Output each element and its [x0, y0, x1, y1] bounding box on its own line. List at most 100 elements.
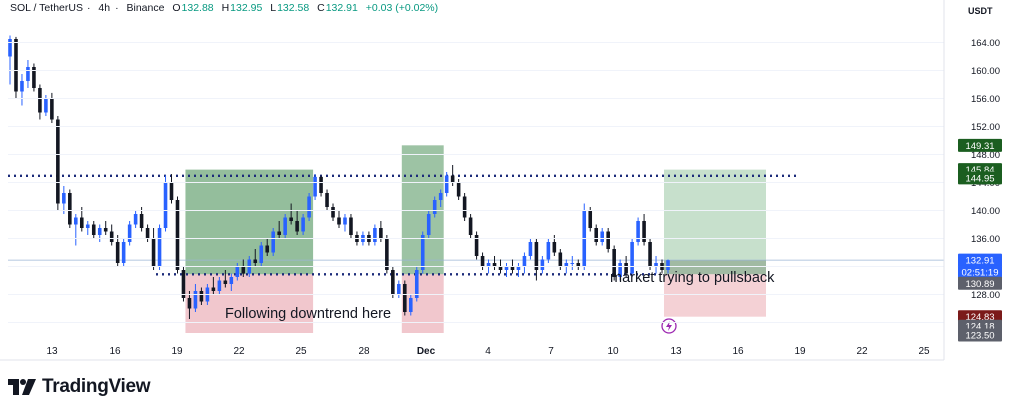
symbol-name[interactable]: SOL / TetherUS — [10, 2, 83, 14]
current-long-profit-zone — [664, 169, 766, 261]
time-tick-label: 13 — [46, 346, 58, 357]
high-value: 132.95 — [230, 2, 263, 14]
time-tick-label: 7 — [548, 346, 554, 357]
price-tick-label: 152.00 — [971, 122, 1000, 133]
candle-body — [600, 231, 604, 242]
candle-body — [570, 263, 575, 264]
candle-body — [301, 217, 305, 232]
price-badge-target: 149.31 — [965, 141, 994, 152]
price-badge-support: 130.89 — [965, 279, 994, 290]
candle-body — [528, 242, 533, 256]
candle-body — [277, 231, 281, 235]
candle-body — [552, 242, 557, 253]
candle-body — [408, 298, 413, 312]
candle-body — [133, 214, 138, 225]
candle-body — [618, 263, 622, 277]
candle-body — [343, 217, 347, 225]
candle-body — [253, 259, 258, 263]
price-badge-last: 132.91 — [965, 256, 994, 267]
candle-body — [385, 238, 389, 270]
candle-body — [241, 266, 246, 274]
price-badge-support-bg — [958, 276, 1002, 290]
candle-body — [62, 193, 66, 204]
candle-body — [56, 119, 60, 204]
close-value: 132.91 — [325, 2, 358, 14]
candle-body — [97, 228, 102, 235]
candle-body — [32, 67, 36, 88]
candle-body — [397, 284, 401, 295]
candle-body — [606, 231, 610, 249]
candle-body — [181, 270, 186, 298]
candle-body — [235, 266, 240, 277]
time-tick-label: Dec — [417, 346, 436, 357]
annotation-downtrend: Following downtrend here — [225, 306, 391, 322]
candle-body — [426, 214, 431, 235]
candle-body — [85, 224, 90, 228]
candle-body — [588, 210, 593, 228]
candle-body — [325, 193, 329, 207]
price-badge-last-bg — [958, 253, 1002, 267]
price-badge-countdown: 02:51:19 — [962, 268, 999, 279]
candle-body — [432, 200, 437, 214]
tradingview-logo[interactable]: TradingView — [8, 372, 151, 402]
change-value: +0.03 (+0.02%) — [365, 2, 439, 14]
candle-body — [438, 193, 443, 200]
candle-body — [331, 207, 335, 218]
time-tick-label: 10 — [607, 346, 619, 357]
candle-body — [295, 221, 299, 232]
candle-body — [444, 175, 449, 193]
price-tick-label: 148.00 — [971, 150, 1000, 161]
price-badge-resistance: 144.95 — [965, 173, 994, 184]
price-badge-target2: 145.84 — [965, 165, 994, 176]
price-unit-label[interactable]: USDT — [968, 6, 993, 16]
symbol-header: SOL / TetherUS · 4h · Binance O132.88 H132… — [10, 2, 443, 14]
price-badge-stop: 124.83 — [965, 312, 994, 323]
candle-body — [666, 260, 670, 270]
second-long-stop-zone — [401, 274, 444, 333]
candle-body — [414, 270, 419, 298]
candle-body — [337, 217, 341, 225]
candle-body — [492, 263, 497, 267]
header-dot: · — [86, 2, 91, 14]
lightning-icon-bolt — [666, 321, 672, 331]
candle-body — [103, 228, 108, 232]
price-tick-label: 136.00 — [971, 234, 1000, 245]
candle-body — [20, 81, 24, 92]
candle-body — [540, 259, 545, 270]
candle-body — [91, 224, 96, 235]
position-zones — [185, 145, 766, 333]
candle-body — [546, 242, 551, 260]
candle-body — [307, 196, 311, 218]
first-long-stop-zone — [185, 274, 314, 333]
low-value: 132.58 — [277, 2, 310, 14]
candle-body — [50, 98, 54, 120]
tradingview-logo-icon — [8, 379, 36, 395]
candle-body — [534, 242, 539, 270]
current-long-stop-zone — [664, 274, 766, 317]
candle-body — [38, 88, 42, 113]
candle-body — [8, 39, 12, 57]
high-label: H — [221, 2, 230, 14]
candle-body — [169, 182, 174, 200]
candle-body — [462, 196, 467, 218]
price-tick-label: 164.00 — [971, 38, 1000, 49]
candle-body — [612, 249, 616, 277]
candle-body — [145, 228, 150, 239]
candle-body — [151, 238, 156, 267]
current-long-entry-band — [664, 260, 766, 275]
price-badge-low2: 123.50 — [965, 331, 994, 342]
price-badge-target-bg — [958, 138, 1002, 152]
candle-body — [109, 231, 114, 242]
candle-body — [420, 235, 425, 270]
candle-body — [175, 200, 180, 270]
candle-body — [373, 228, 377, 242]
axes: 164.00160.00156.00152.00148.00144.00140.… — [0, 0, 1002, 361]
interval-label[interactable]: 4h — [98, 2, 111, 14]
exchange-label: Binance — [126, 2, 165, 14]
candle-body — [504, 266, 509, 270]
header-dot: · — [115, 2, 119, 14]
open-label: O — [172, 2, 181, 14]
candle-body — [14, 39, 18, 92]
